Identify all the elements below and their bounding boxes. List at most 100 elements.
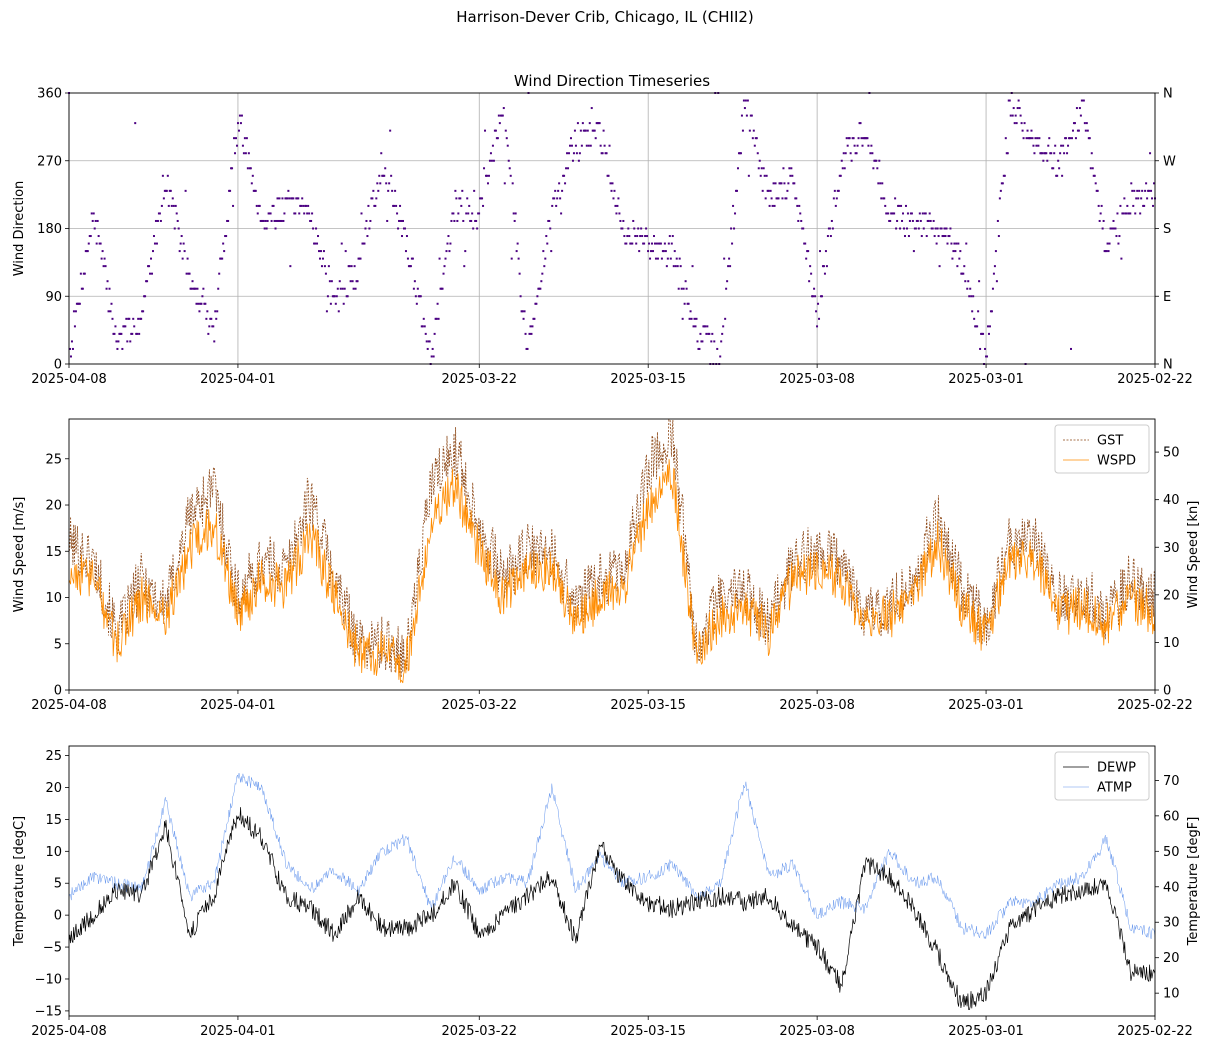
wind-direction-point bbox=[273, 219, 276, 222]
wind-direction-point bbox=[1132, 204, 1135, 207]
wind-direction-point bbox=[831, 227, 834, 230]
wind-direction-point bbox=[701, 340, 704, 343]
wind-direction-point bbox=[859, 122, 862, 125]
wind-direction-point bbox=[696, 340, 699, 343]
wind-direction-point bbox=[646, 235, 649, 238]
wind-direction-point bbox=[608, 144, 611, 147]
y2-tick-label: 50 bbox=[1163, 446, 1180, 461]
wind-direction-point bbox=[412, 287, 415, 290]
wind-direction-point bbox=[215, 317, 218, 320]
wind-direction-point bbox=[576, 122, 579, 125]
wind-direction-point bbox=[551, 204, 554, 207]
wind-direction-point bbox=[487, 174, 490, 177]
wind-direction-point bbox=[1112, 219, 1115, 222]
wind-direction-point bbox=[426, 347, 429, 350]
wind-direction-point bbox=[654, 257, 657, 260]
wind-direction-point bbox=[276, 197, 279, 200]
wind-direction-point bbox=[87, 242, 90, 245]
wind-direction-point bbox=[734, 212, 737, 215]
wind-direction-point bbox=[401, 235, 404, 238]
wind-direction-point bbox=[1090, 152, 1093, 155]
wind-direction-point bbox=[585, 144, 588, 147]
wind-direction-point bbox=[1096, 189, 1099, 192]
wind-direction-point bbox=[708, 332, 711, 335]
wind-direction-point bbox=[808, 280, 811, 283]
wind-direction-point bbox=[824, 250, 827, 253]
wind-direction-point bbox=[508, 167, 511, 170]
x-tick-label: 2025-03-08 bbox=[779, 698, 855, 713]
wind-direction-point bbox=[1070, 137, 1073, 140]
wind-direction-point bbox=[1032, 144, 1035, 147]
wind-direction-point bbox=[175, 212, 178, 215]
wind-direction-point bbox=[668, 235, 671, 238]
wind-direction-point bbox=[699, 332, 702, 335]
wind-direction-point bbox=[1138, 189, 1141, 192]
wind-direction-point bbox=[853, 144, 856, 147]
wind-direction-point bbox=[456, 219, 459, 222]
wind-direction-point bbox=[810, 272, 813, 275]
wind-direction-point bbox=[669, 257, 672, 260]
wind-direction-point bbox=[948, 235, 951, 238]
x-tick-label: 2025-02-22 bbox=[1117, 1024, 1193, 1039]
wind-direction-point bbox=[713, 340, 716, 343]
wind-direction-point bbox=[662, 250, 665, 253]
wind-direction-point bbox=[1150, 189, 1153, 192]
wind-direction-point bbox=[222, 242, 225, 245]
wind-direction-point bbox=[1151, 197, 1154, 200]
wind-direction-point bbox=[972, 295, 975, 298]
wind-direction-point bbox=[386, 219, 389, 222]
wind-direction-point bbox=[484, 129, 487, 132]
wind-direction-point bbox=[1085, 122, 1088, 125]
wind-direction-point bbox=[367, 204, 370, 207]
wind-direction-point bbox=[505, 137, 508, 140]
wind-direction-point bbox=[889, 219, 892, 222]
wind-direction-point bbox=[229, 189, 232, 192]
wind-direction-point bbox=[339, 287, 342, 290]
x-tick-label: 2025-03-15 bbox=[610, 372, 686, 387]
wind-direction-point bbox=[887, 212, 890, 215]
wind-direction-point bbox=[844, 152, 847, 155]
wind-direction-point bbox=[227, 219, 230, 222]
wind-direction-point bbox=[747, 174, 750, 177]
wind-direction-point bbox=[519, 295, 522, 298]
wind-direction-point bbox=[402, 219, 405, 222]
series-line-atmp bbox=[69, 773, 1155, 939]
wind-direction-point bbox=[825, 265, 828, 268]
wind-direction-point bbox=[590, 107, 593, 110]
wind-direction-point bbox=[162, 197, 165, 200]
wind-direction-point bbox=[1097, 204, 1100, 207]
wind-direction-point bbox=[234, 152, 237, 155]
wind-direction-point bbox=[553, 197, 556, 200]
wind-direction-point bbox=[1036, 137, 1039, 140]
wind-direction-point bbox=[876, 167, 879, 170]
wind-direction-point bbox=[404, 250, 407, 253]
wind-direction-point bbox=[581, 122, 584, 125]
wind-direction-point bbox=[214, 310, 217, 313]
wind-direction-point bbox=[110, 302, 113, 305]
x-tick-label: 2025-03-01 bbox=[948, 698, 1024, 713]
wind-direction-point bbox=[459, 197, 462, 200]
wind-direction-point bbox=[425, 340, 428, 343]
y2-tick-label: 30 bbox=[1163, 541, 1180, 556]
wind-direction-point bbox=[462, 219, 465, 222]
wind-direction-point bbox=[987, 332, 990, 335]
y-tick-label: 10 bbox=[45, 845, 62, 860]
wind-direction-point bbox=[594, 137, 597, 140]
wind-direction-point bbox=[524, 332, 527, 335]
wind-direction-point bbox=[692, 325, 695, 328]
wind-direction-point bbox=[445, 250, 448, 253]
wind-direction-point bbox=[165, 189, 168, 192]
wind-direction-point bbox=[561, 189, 564, 192]
wind-direction-point bbox=[160, 204, 163, 207]
wind-direction-point bbox=[266, 219, 269, 222]
wind-direction-point bbox=[951, 257, 954, 260]
wind-direction-point bbox=[729, 265, 732, 268]
wind-direction-point bbox=[310, 219, 313, 222]
wind-direction-point bbox=[667, 242, 670, 245]
wind-direction-point bbox=[186, 257, 189, 260]
wind-direction-point bbox=[946, 242, 949, 245]
wind-direction-point bbox=[631, 242, 634, 245]
wind-direction-point bbox=[455, 197, 458, 200]
wind-direction-point bbox=[651, 242, 654, 245]
y-axis-label: Wind Direction bbox=[12, 181, 27, 277]
